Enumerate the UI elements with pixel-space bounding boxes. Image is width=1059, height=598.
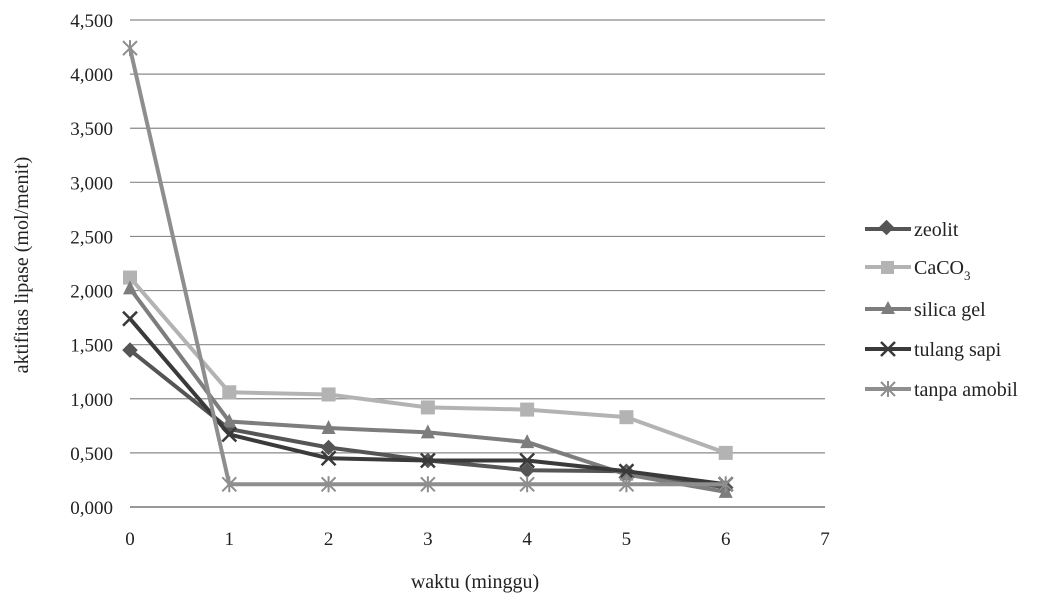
legend-marker-tulang-sapi <box>880 341 896 357</box>
y-tick-label: 4,500 <box>70 11 113 32</box>
legend-marker-caco3 <box>881 261 894 274</box>
data-point-caco3 <box>420 400 435 415</box>
legend-marker-tanpa-amobil <box>880 381 896 397</box>
x-tick-label: 7 <box>820 529 830 550</box>
data-point-silica-gel <box>619 466 634 481</box>
x-tick-label: 4 <box>522 529 532 550</box>
data-point-tulang-sapi <box>618 463 635 480</box>
legend-item-silica-gel: silica gel <box>865 299 986 321</box>
legend-item-zeolit: zeolit <box>865 219 959 241</box>
x-tick-label: 3 <box>423 529 433 550</box>
series-group <box>122 40 734 498</box>
legend-marker-zeolit <box>878 219 895 236</box>
data-point-caco3 <box>718 445 733 460</box>
legend-item-tanpa-amobil: tanpa amobil <box>865 379 1018 401</box>
data-point-tulang-sapi <box>419 452 436 469</box>
data-point-tulang-sapi <box>221 426 238 443</box>
y-tick-label: 0,500 <box>70 444 113 465</box>
data-point-tanpa-amobil <box>618 476 635 493</box>
data-point-tanpa-amobil <box>122 40 138 57</box>
data-point-caco3 <box>222 385 237 400</box>
y-tick-label: 0,000 <box>70 498 113 519</box>
data-point-tanpa-amobil <box>420 476 436 493</box>
data-point-silica-gel <box>420 424 435 439</box>
legend-marker-silica-gel <box>881 301 895 314</box>
series-tanpa-amobil <box>122 40 734 493</box>
x-tick-label: 0 <box>125 529 135 550</box>
data-point-tanpa-amobil <box>718 476 734 493</box>
y-tick-label: 1,500 <box>70 336 113 357</box>
legend: zeolit CaCO3 silica gel tulang sapi tanp… <box>865 219 1018 401</box>
series-silica-gel <box>123 280 733 498</box>
legend-item-caco3: CaCO3 <box>865 257 971 283</box>
y-tick-labels: 0,000 0,500 1,000 1,500 2,000 2,500 3,000 3,500… <box>70 11 113 519</box>
data-point-tulang-sapi <box>122 310 138 327</box>
data-point-tanpa-amobil <box>320 476 337 493</box>
data-point-tanpa-amobil <box>519 476 535 493</box>
y-tick-label: 2,000 <box>70 282 113 303</box>
legend-item-tulang-sapi: tulang sapi <box>865 339 1002 361</box>
y-tick-label: 3,500 <box>70 119 113 140</box>
data-point-caco3 <box>619 410 634 425</box>
data-point-caco3 <box>321 387 336 402</box>
x-tick-label: 5 <box>622 529 632 550</box>
data-point-silica-gel <box>520 434 535 449</box>
data-point-silica-gel <box>321 419 336 434</box>
y-tick-label: 2,500 <box>70 227 113 248</box>
x-tick-label: 1 <box>225 529 235 550</box>
y-tick-label: 4,000 <box>70 65 113 86</box>
x-tick-labels: 0 1 2 3 4 5 6 7 <box>125 529 830 550</box>
data-point-caco3 <box>123 270 137 285</box>
x-tick-label: 6 <box>721 529 731 550</box>
legend-label-caco3: CaCO3 <box>914 257 971 283</box>
legend-label-tulang-sapi: tulang sapi <box>914 339 1002 361</box>
data-point-tanpa-amobil <box>221 476 237 493</box>
data-point-tulang-sapi <box>320 450 337 467</box>
legend-label-zeolit: zeolit <box>914 219 959 241</box>
y-tick-label: 1,000 <box>70 390 113 411</box>
y-tick-label: 3,000 <box>70 173 113 194</box>
series-caco3 <box>123 270 733 460</box>
data-point-tulang-sapi <box>519 452 536 469</box>
legend-label-silica-gel: silica gel <box>914 299 986 321</box>
data-point-silica-gel <box>123 280 137 295</box>
data-point-silica-gel <box>222 413 237 428</box>
grid-lines <box>130 19 825 454</box>
data-point-caco3 <box>520 402 535 417</box>
legend-label-tanpa-amobil: tanpa amobil <box>914 379 1018 401</box>
x-tick-label: 2 <box>324 529 334 550</box>
x-axis-title: waktu (minggu) <box>411 571 539 593</box>
series-tulang-sapi <box>122 310 734 493</box>
y-axis-title: aktifitas lipase (mol/menit) <box>11 157 33 374</box>
